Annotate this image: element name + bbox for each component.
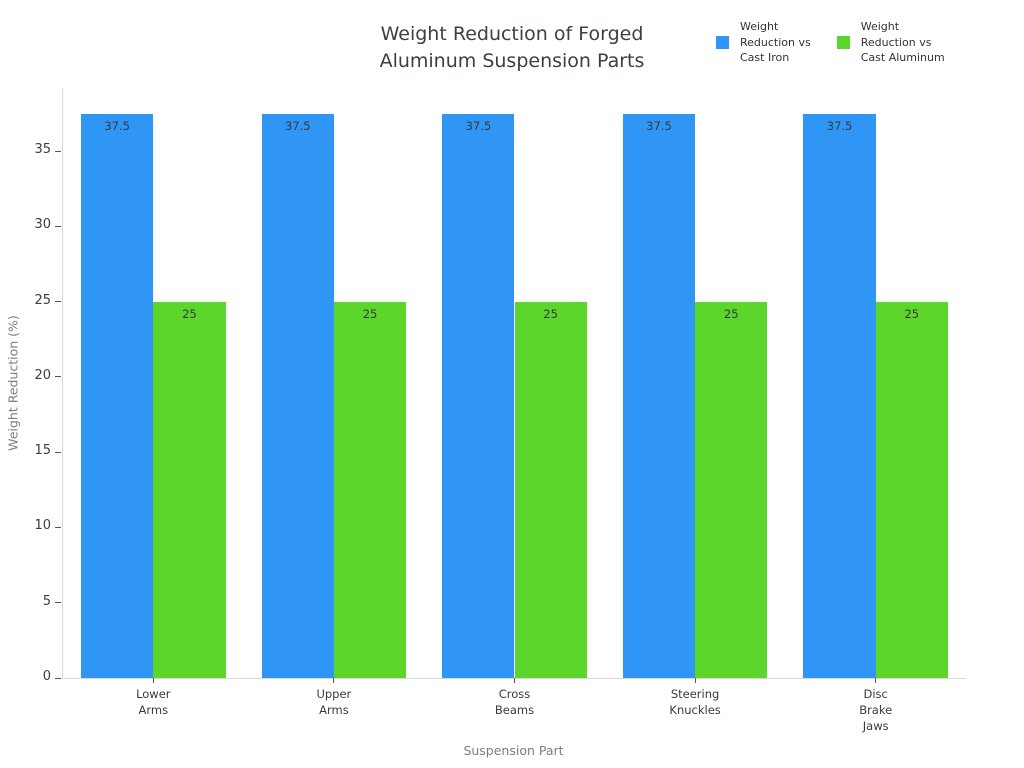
x-axis-tick-label: Disc Brake Jaws (859, 687, 893, 733)
bar-value-label: 37.5 (104, 118, 130, 133)
bar: 25 (153, 301, 226, 678)
legend-swatch-icon (836, 35, 850, 49)
y-axis-tick (55, 602, 61, 604)
bar-value-label: 25 (543, 306, 558, 321)
bar-value-label: 25 (723, 306, 739, 321)
legend-swatch-icon (716, 35, 729, 49)
x-axis-tick-label: Cross Beams (494, 687, 535, 717)
y-axis-tick-label: 35 (34, 142, 51, 158)
y-axis-tick (55, 526, 61, 528)
y-axis-tick-label: 30 (34, 217, 51, 233)
x-axis-tick (694, 678, 696, 683)
bar-value-label: 37.5 (646, 118, 672, 133)
y-axis-title: Weight Reduction (%) (5, 315, 21, 451)
bar: 25 (333, 301, 407, 678)
bar-value-label: 37.5 (465, 118, 492, 133)
y-axis-tick-label: 0 (42, 669, 51, 684)
y-axis-tick-label: 10 (34, 518, 51, 534)
bar-value-label: 37.5 (284, 118, 311, 133)
bar: 37.5 (622, 113, 696, 678)
bar: 37.5 (261, 113, 334, 678)
chart-title: Weight Reduction of Forged Aluminum Susp… (0, 21, 1024, 75)
legend-item: Weight Reduction vs Cast Iron (716, 19, 811, 66)
chart-title-line-1: Weight Reduction of Forged (380, 23, 644, 45)
y-axis-tick (55, 150, 61, 152)
y-axis-tick (55, 451, 61, 453)
y-axis-tick-label: 15 (34, 443, 51, 459)
bar-value-label: 25 (362, 306, 378, 321)
legend-label: Weight Reduction vs Cast Aluminum (860, 20, 945, 64)
y-axis-tick (55, 301, 61, 303)
legend-label: Weight Reduction vs Cast Iron (740, 20, 811, 64)
x-axis-tick-label: Steering Knuckles (669, 687, 721, 717)
bar: 37.5 (803, 113, 876, 678)
bar: 25 (695, 301, 768, 678)
x-axis-tick (514, 678, 515, 683)
bar: 25 (875, 301, 948, 678)
legend-item: Weight Reduction vs Cast Aluminum (836, 19, 945, 66)
y-axis-tick (55, 376, 61, 378)
y-axis-tick (55, 225, 61, 227)
bar: 37.5 (81, 113, 154, 678)
chart-title-line-2: Aluminum Suspension Parts (379, 50, 645, 72)
x-axis-tick-label: Lower Arms (136, 687, 171, 717)
y-axis-tick-label: 25 (34, 292, 51, 308)
x-axis-title: Suspension Part (463, 743, 564, 758)
plot-area: 0 5 10 15 20 25 30 35 37.5 25 Lower Arms 37.5 25 Uppe… (34, 88, 966, 733)
x-axis-tick (333, 678, 335, 683)
y-axis-tick (55, 677, 61, 679)
legend: Weight Reduction vs Cast Iron Weight Redu… (716, 19, 945, 66)
x-axis-tick-label: Upper Arms (316, 687, 352, 717)
bar-value-label: 25 (904, 306, 920, 321)
x-axis-tick (152, 678, 154, 683)
bar-value-label: 37.5 (826, 118, 853, 133)
bar-value-label: 25 (182, 306, 197, 321)
bar: 37.5 (442, 113, 515, 678)
y-axis-tick-label: 20 (34, 367, 51, 383)
x-axis-tick (875, 678, 877, 683)
y-axis-tick-label: 5 (42, 593, 51, 609)
bar: 25 (514, 301, 587, 678)
